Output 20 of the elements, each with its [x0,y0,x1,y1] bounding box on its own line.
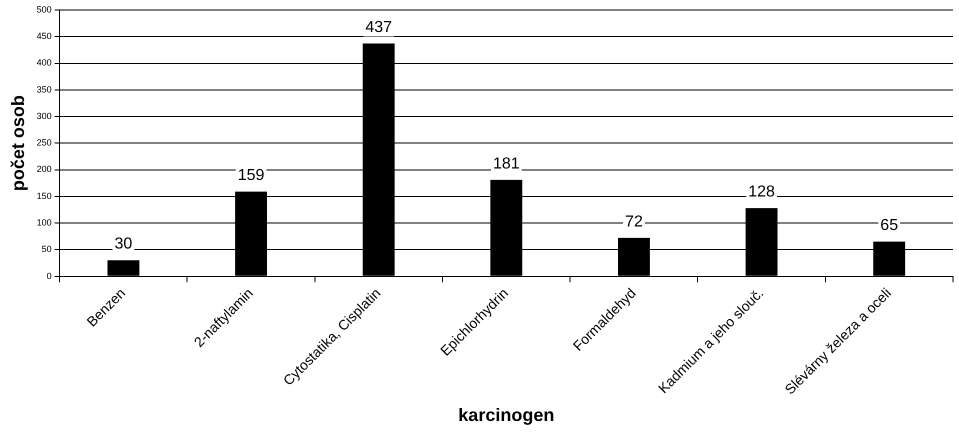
y-tick-label: 300 [36,110,52,121]
data-label: 159 [238,167,264,184]
y-tick-label: 200 [36,164,52,174]
y-tick-label: 250 [36,138,52,148]
data-label: 128 [748,184,776,201]
x-axis-title: karcinogen [458,405,554,426]
data-label: 437 [365,18,392,36]
y-axis-title: počet osob [8,95,28,192]
y-tick-label: 100 [36,218,52,228]
y-tick-label: 350 [36,84,52,94]
y-tick-label: 150 [36,190,52,201]
data-label: 30 [114,236,132,253]
y-tick-label: 450 [36,31,52,42]
data-label: 181 [492,155,520,172]
y-tick-label: 400 [36,58,52,68]
data-label: 65 [880,217,898,234]
data-label: 72 [625,213,643,230]
y-tick-label: 0 [46,270,52,281]
y-tick-label: 50 [42,244,52,254]
y-tick-label: 500 [36,4,52,14]
